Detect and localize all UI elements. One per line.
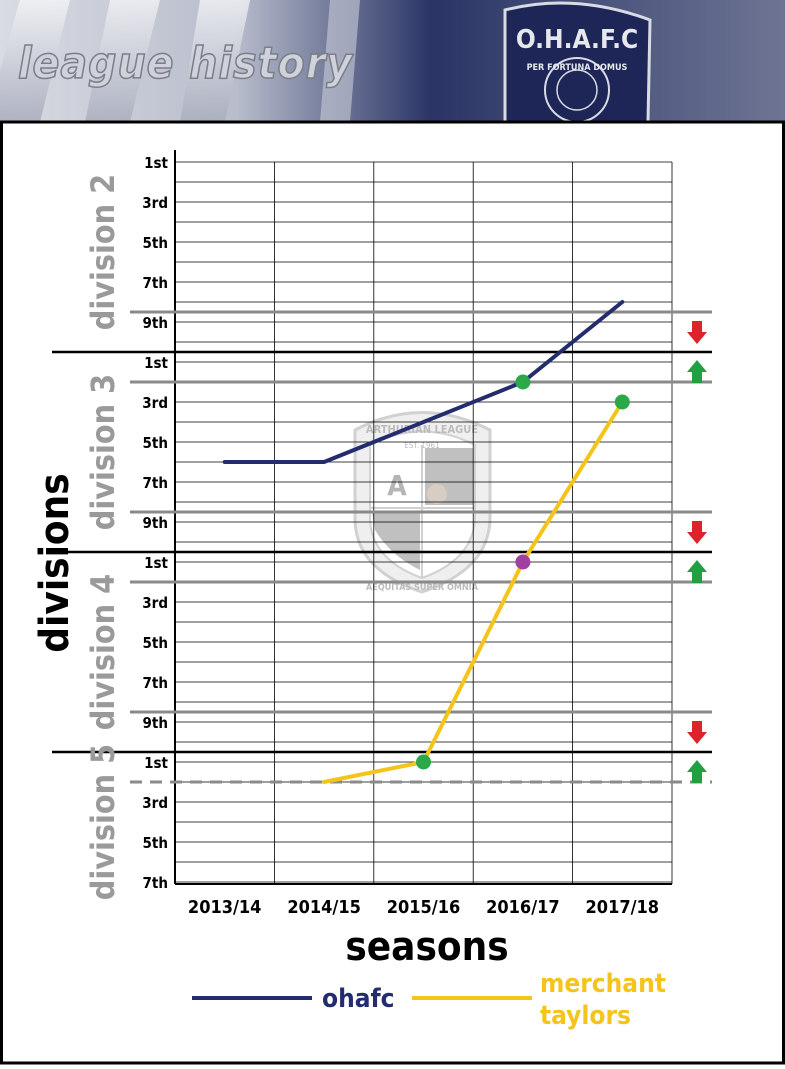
watermark-bottom-text: AEQUITAS SUPER OMNIA	[366, 583, 479, 593]
x-axis-title: seasons	[345, 924, 508, 970]
division-label: division 4	[84, 574, 122, 730]
y-tick-label: 1st	[144, 154, 168, 172]
y-tick-label: 5th	[143, 434, 168, 452]
watermark-top-text: ARTHURIAN LEAGUE	[366, 423, 478, 436]
shirt-stripe	[0, 0, 70, 122]
data-point-marker	[515, 374, 531, 390]
division-label: division 3	[84, 374, 122, 530]
legend-label-line: taylors	[540, 1001, 631, 1031]
promotion-arrow-icon	[687, 560, 707, 583]
club-crest-icon: O.H.A.F.C PER FORTUNA DOMUS	[503, 1, 652, 124]
relegation-arrow-icon	[687, 321, 707, 344]
y-tick-label: 5th	[143, 634, 168, 652]
y-tick-label: 3rd	[142, 194, 168, 212]
legend: ohafc merchant taylors	[192, 969, 666, 1031]
y-tick-label: 7th	[143, 274, 168, 292]
data-point-marker	[416, 754, 431, 770]
y-tick-label: 1st	[144, 354, 168, 372]
y-tick-label: 7th	[143, 874, 168, 892]
y-tick-label: 9th	[143, 514, 168, 532]
series-line-ohafc	[222, 300, 625, 464]
y-axis-title: divisions	[32, 473, 78, 652]
division-label: division 5	[84, 744, 122, 900]
shirt-stripe	[180, 0, 250, 122]
x-tick-label: 2015/16	[387, 897, 461, 918]
division-label: division 2	[84, 174, 122, 330]
x-tick-label: 2016/17	[486, 897, 560, 918]
data-point-marker	[614, 394, 630, 410]
watermark-letter-a: A	[387, 469, 407, 502]
y-tick-label: 3rd	[142, 394, 168, 412]
y-tick-label: 9th	[143, 314, 168, 332]
y-tick-label: 9th	[143, 714, 168, 732]
shirt-stripe	[85, 0, 160, 122]
crest-motto: PER FORTUNA DOMUS	[527, 63, 628, 73]
division-labels: division 2 division 3 division 4 division 5	[84, 174, 122, 900]
y-tick-label: 7th	[143, 474, 168, 492]
header-banner: O.H.A.F.C PER FORTUNA DOMUS league histo…	[0, 0, 785, 124]
y-tick-label: 5th	[143, 834, 168, 852]
watermark-est-text: EST. 1961	[404, 441, 439, 450]
crest-letters: O.H.A.F.C	[516, 25, 638, 55]
legend-label-ohafc: ohafc	[322, 984, 395, 1014]
y-tick-labels: 1st 3rd 5th 7th 9th 1st 3rd 5th 7th 9th 1st 3rd 5th 7…	[142, 154, 168, 892]
y-tick-label: 7th	[143, 674, 168, 692]
legend-label-merchant-taylors: merchant taylors	[540, 969, 666, 1031]
shirt-stripe	[320, 0, 360, 122]
relegation-arrow-icon	[687, 521, 707, 544]
watermark-letter-l: L	[440, 530, 456, 563]
x-tick-label: 2017/18	[586, 897, 660, 918]
y-tick-label: 1st	[144, 554, 168, 572]
promotion-arrow-icon	[687, 760, 707, 783]
x-tick-label: 2014/15	[287, 897, 361, 918]
series-markers	[416, 374, 630, 770]
x-tick-labels: 2013/14 2014/15 2015/16 2016/17 2017/18	[188, 897, 659, 918]
legend-label-line: merchant	[540, 969, 666, 999]
relegation-arrow-icon	[687, 721, 707, 744]
promotion-arrow-icon	[687, 360, 707, 383]
chart-frame	[0, 120, 785, 1065]
page-title: league history	[18, 38, 354, 89]
y-tick-label: 3rd	[142, 794, 168, 812]
y-tick-label: 5th	[143, 234, 168, 252]
y-tick-label: 1st	[144, 754, 168, 772]
series-lines	[222, 300, 625, 784]
x-tick-label: 2013/14	[188, 897, 262, 918]
promotion-relegation-arrows	[687, 321, 707, 783]
data-point-marker	[515, 554, 531, 570]
series-line-merchant-taylors	[322, 400, 625, 784]
division-bands	[52, 310, 712, 784]
y-tick-label: 3rd	[142, 594, 168, 612]
